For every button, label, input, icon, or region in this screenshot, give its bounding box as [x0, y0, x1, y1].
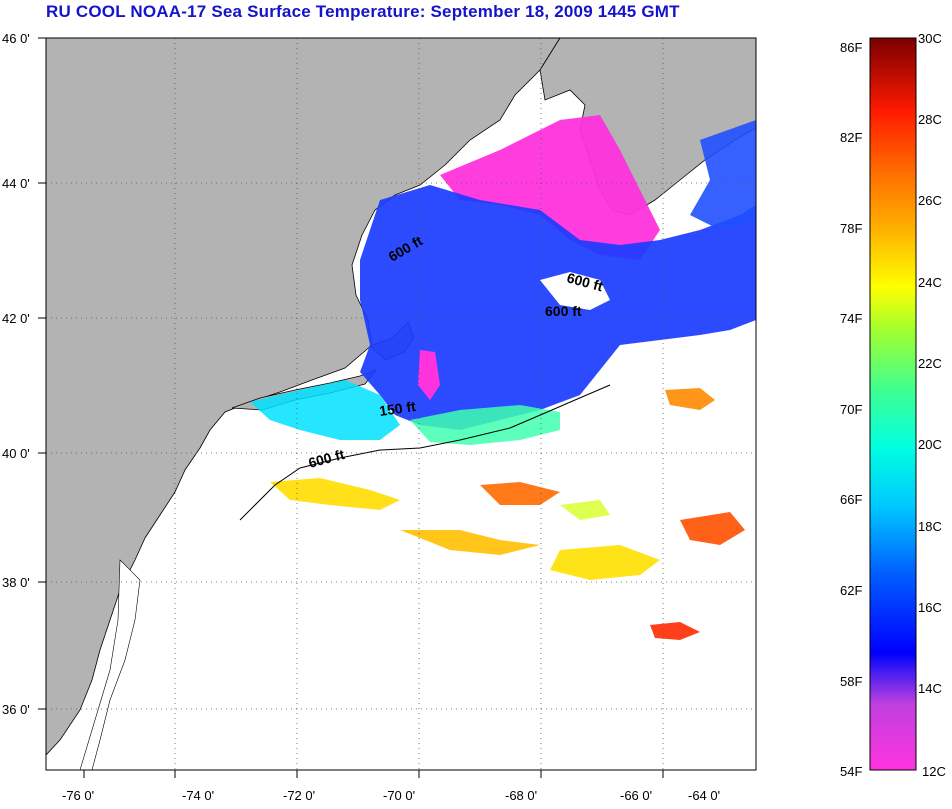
map-title: RU COOL NOAA-17 Sea Surface Temperature:… — [46, 2, 680, 21]
colorbar-f-54: 54F — [840, 764, 862, 779]
colorbar-c-24: 24C — [918, 275, 942, 290]
colorbar-c-26: 26C — [918, 193, 942, 208]
sst-warm-patch-3 — [665, 388, 715, 410]
sst-shelfbreak-green — [410, 405, 560, 445]
chesapeake-bay — [79, 559, 141, 770]
colorbar-c-14: 14C — [918, 681, 942, 696]
lat-label-36: 36 0' — [2, 702, 30, 717]
colorbar-f-58: 58F — [840, 674, 862, 689]
sst-offshore-blue — [690, 120, 756, 230]
colorbar-f-62: 62F — [840, 583, 862, 598]
sst-warm-filament-1 — [270, 478, 400, 510]
land-us-mainland — [46, 38, 561, 756]
colorbar-c-16: 16C — [918, 600, 942, 615]
colorbar-c-30: 30C — [918, 31, 942, 46]
lat-label-46: 46 0' — [2, 31, 30, 46]
colorbar-f-78: 78F — [840, 221, 862, 236]
colorbar-c-18: 18C — [918, 519, 942, 534]
sst-warm-filament-3 — [550, 545, 660, 580]
sst-warm-patch-2 — [650, 622, 700, 640]
graticule — [46, 38, 756, 770]
colorbar-f-66: 66F — [840, 492, 862, 507]
colorbar-c-20: 20C — [918, 437, 942, 452]
colorbar-f-70: 70F — [840, 402, 862, 417]
colorbar — [869, 37, 917, 771]
lon-label-68: -68 0' — [505, 788, 537, 803]
sst-warm-patch-1 — [480, 482, 560, 505]
colorbar-f-74: 74F — [840, 311, 862, 326]
lat-label-42: 42 0' — [2, 311, 30, 326]
lon-label-72: -72 0' — [283, 788, 315, 803]
sst-shelf-cyan — [250, 380, 400, 440]
lon-label-70: -70 0' — [383, 788, 415, 803]
sst-shelf-blue — [360, 185, 756, 430]
sst-gulf-of-maine-cold — [440, 115, 660, 260]
map-frame — [45, 37, 757, 771]
colorbar-c-22: 22C — [918, 356, 942, 371]
lon-label-66: -66 0' — [620, 788, 652, 803]
sst-warm-patch-4 — [680, 512, 745, 545]
axis-ticks — [38, 37, 664, 778]
colorbar-f-82: 82F — [840, 130, 862, 145]
colorbar-c-28: 28C — [918, 112, 942, 127]
lat-label-44: 44 0' — [2, 176, 30, 191]
colorbar-f-86: 86F — [840, 40, 862, 55]
cloud-georges-bank — [540, 272, 610, 310]
lat-label-40: 40 0' — [2, 446, 30, 461]
contour-label-600ft-c: 600 ft — [545, 303, 582, 319]
sst-yellow-patch — [560, 500, 610, 520]
contour-label-150ft: 150 ft — [378, 398, 417, 419]
sst-warm-filament-2 — [400, 530, 540, 555]
lon-label-76: -76 0' — [62, 788, 94, 803]
lon-label-74: -74 0' — [182, 788, 214, 803]
lat-label-38: 38 0' — [2, 575, 30, 590]
lon-label-64: -64 0' — [688, 788, 720, 803]
sst-nantucket-cold — [418, 350, 440, 400]
colorbar-c-12: 12C — [922, 764, 946, 779]
contour-600ft — [239, 384, 611, 521]
